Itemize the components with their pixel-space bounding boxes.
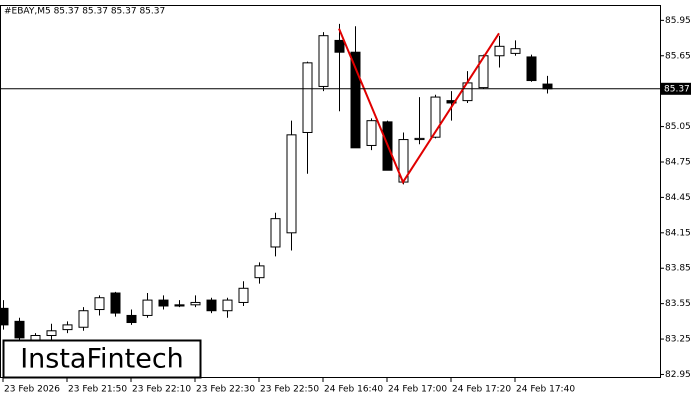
candle-body <box>174 304 185 307</box>
candle-body <box>430 96 441 138</box>
candle-body <box>318 35 329 87</box>
y-tick-label: 84.45 <box>665 193 691 203</box>
candle-body <box>334 39 345 53</box>
x-tick-label: 23 Feb 22:30 <box>196 385 255 395</box>
candle-body <box>78 310 89 328</box>
candle-body <box>270 218 281 248</box>
candle-body <box>158 299 169 307</box>
candle-body <box>510 48 521 54</box>
candle-body <box>446 100 457 104</box>
candle-body <box>366 120 377 146</box>
y-tick-label: 85.95 <box>665 16 691 26</box>
plot-frame <box>0 5 661 378</box>
candle-body <box>62 324 73 331</box>
candle-body <box>254 265 265 279</box>
candle-body <box>110 292 121 314</box>
candle-body <box>46 330 57 337</box>
candle-body <box>94 297 105 311</box>
y-tick-label: 83.85 <box>665 264 691 274</box>
candle-body <box>302 62 313 133</box>
candle-body <box>414 137 425 141</box>
x-tick-label: 24 Feb 17:00 <box>388 385 447 395</box>
candle-body <box>126 314 137 324</box>
y-tick-label: 85.05 <box>665 122 691 132</box>
x-tick-label: 23 Feb 22:50 <box>260 385 319 395</box>
x-tick-label: 23 Feb 2026 <box>4 385 60 395</box>
x-tick-label: 24 Feb 16:40 <box>324 385 383 395</box>
candle-body <box>190 301 201 306</box>
brand-logo: InstaFintech <box>20 344 184 375</box>
candle-body <box>286 134 297 234</box>
y-tick-label: 83.25 <box>665 335 691 345</box>
candle-body <box>142 299 153 316</box>
candle-body <box>238 287 249 303</box>
candle-body <box>494 45 505 57</box>
x-tick-label: 23 Feb 21:50 <box>68 385 127 395</box>
y-tick-label: 85.65 <box>665 51 691 61</box>
candle-body <box>526 56 537 82</box>
current-price-box <box>661 82 691 95</box>
y-tick-label: 82.95 <box>665 370 691 380</box>
pattern-line <box>338 28 500 185</box>
candle-body <box>0 307 9 326</box>
y-tick-label: 83.55 <box>665 299 691 309</box>
candle-body <box>350 51 361 149</box>
chart-title: #EBAY,M5 85.37 85.37 85.37 85.37 <box>4 7 165 17</box>
y-tick-label: 84.15 <box>665 228 691 238</box>
y-tick-label: 84.75 <box>665 157 691 167</box>
marks: 82.95 83.25 83.55 83.85 84.15 84.45 84.75 85.05… <box>0 16 691 395</box>
x-tick-label: 24 Feb 17:40 <box>516 385 575 395</box>
brand-box <box>2 339 202 379</box>
candle-body <box>206 299 217 312</box>
current-price-label: 85.37 <box>664 84 690 94</box>
candle-body <box>14 320 25 339</box>
x-tick-label: 23 Feb 22:10 <box>132 385 191 395</box>
x-tick-label: 24 Feb 17:20 <box>452 385 511 395</box>
candle-body <box>222 299 233 312</box>
candle-body <box>542 83 553 90</box>
